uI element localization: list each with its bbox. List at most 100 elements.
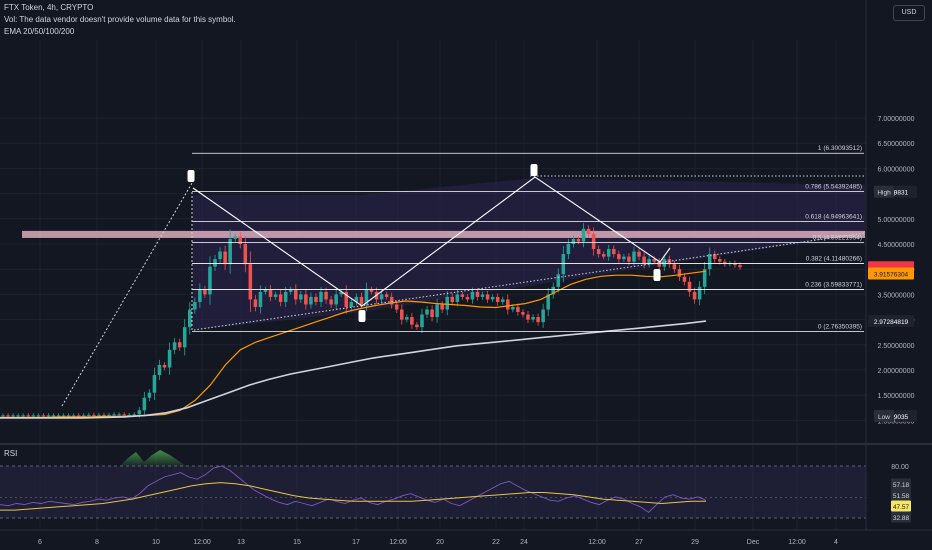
candle-body [591, 233, 596, 250]
candle-body [561, 254, 566, 275]
candle-body [238, 236, 243, 244]
rsi-band [0, 466, 866, 518]
pattern-zigzag[interactable] [192, 176, 671, 307]
time-tick-label: 10 [152, 539, 160, 546]
price-badge [868, 267, 914, 280]
candle-body [273, 294, 278, 297]
fib-level-label: 0.236 (3.59833771) [805, 281, 862, 288]
candle-body [435, 304, 439, 318]
candle-body [541, 309, 545, 323]
fib-level-label: 0.382 (4.11480266) [806, 255, 862, 262]
candle-body [495, 296, 500, 302]
candle-body [193, 301, 197, 310]
pattern-marker[interactable] [530, 164, 538, 176]
time-tick-label: 24 [520, 539, 528, 546]
symbol-title: FTX Token, 4h, CRYPTO [4, 3, 94, 12]
rsi-badge [891, 511, 911, 523]
candle-body [268, 289, 273, 297]
candle-body [324, 291, 328, 300]
candle-body [253, 299, 258, 307]
currency-button[interactable]: USD [893, 5, 925, 21]
candle-body [188, 309, 192, 328]
rsi-line[interactable] [0, 465, 707, 513]
candle-body [687, 281, 692, 292]
price-badge [868, 314, 914, 327]
candle-body [445, 296, 449, 310]
candle-body [1, 415, 5, 417]
time-tick-label: 17 [352, 539, 360, 546]
candle-body [82, 415, 86, 417]
candle-body [617, 254, 621, 260]
pattern-marker[interactable] [653, 269, 661, 281]
price-tick-label: 7.00000000 [878, 116, 915, 123]
candle-body [526, 314, 530, 320]
candle-body [41, 415, 46, 417]
candle-body [571, 238, 576, 244]
candle-body [581, 228, 586, 242]
candle-body [177, 342, 182, 348]
candle-body [334, 294, 338, 305]
time-tick-label: 6 [38, 539, 42, 546]
price-tick-label: 6.00000000 [878, 166, 915, 173]
ema-legend[interactable]: EMA 20/50/100/200 [4, 27, 75, 36]
fib-level-label: 1 (6.30093512) [818, 145, 862, 152]
candle-body [349, 301, 354, 307]
impulse-trendline[interactable] [61, 182, 193, 407]
candle-body [147, 392, 152, 398]
candle-body [718, 259, 722, 262]
price-badge-tag [874, 409, 894, 422]
rsi-badge-value: 32.88 [893, 515, 910, 522]
rsi-ma-line[interactable] [0, 482, 706, 511]
candle-body [11, 415, 15, 417]
candle-body [622, 256, 626, 260]
candle-body [379, 294, 384, 300]
candle-body [56, 415, 61, 417]
ema-200-line[interactable] [0, 320, 707, 419]
candle-body [132, 414, 137, 416]
candle-body [632, 251, 636, 262]
candle-body [213, 259, 217, 267]
fib-level-label: 0 (2.76350395) [818, 324, 862, 331]
candle-body [465, 296, 470, 300]
candle-body [596, 249, 601, 255]
candle-body [354, 296, 359, 302]
candle-body [521, 312, 525, 315]
candle-body [546, 294, 550, 310]
candle-body [97, 414, 101, 416]
candle-body [182, 327, 187, 348]
time-tick-label: 13 [237, 539, 245, 546]
candle-body [288, 289, 293, 292]
candle-body [203, 289, 207, 295]
candle-body [283, 291, 288, 302]
support-trendline[interactable] [193, 232, 866, 331]
candle-body [586, 228, 591, 234]
candle-body [662, 259, 667, 267]
rsi-badge [891, 489, 911, 501]
fib-level-label: 0.618 (4.94963641) [805, 213, 862, 220]
rsi-label: RSI [4, 449, 17, 458]
time-tick-label: 12:00 [193, 539, 211, 546]
rsi-overbought-fill [120, 450, 186, 466]
pattern-marker[interactable] [358, 310, 366, 322]
candle-body [304, 294, 308, 305]
candle-body [566, 244, 571, 255]
candle-body [76, 415, 81, 417]
candle-body [31, 415, 36, 417]
candle-body [723, 261, 727, 265]
candle-body [647, 259, 651, 265]
pattern-area [193, 178, 865, 330]
fib-level-label: 0.5 (4.53221954) [812, 234, 862, 241]
candle-body [21, 415, 25, 417]
price-badge-label: High [877, 190, 891, 197]
candle-body [612, 249, 616, 255]
rsi-tick-label: 80.00 [891, 464, 909, 471]
pattern-marker[interactable] [187, 170, 195, 182]
candle-body [485, 294, 490, 300]
candle-body [26, 415, 31, 417]
candle-body [142, 397, 147, 411]
candle-body [61, 415, 66, 417]
resistance-zone[interactable] [22, 230, 865, 238]
candle-body [223, 251, 227, 265]
rsi-badge-value: 47.57 [893, 504, 910, 511]
